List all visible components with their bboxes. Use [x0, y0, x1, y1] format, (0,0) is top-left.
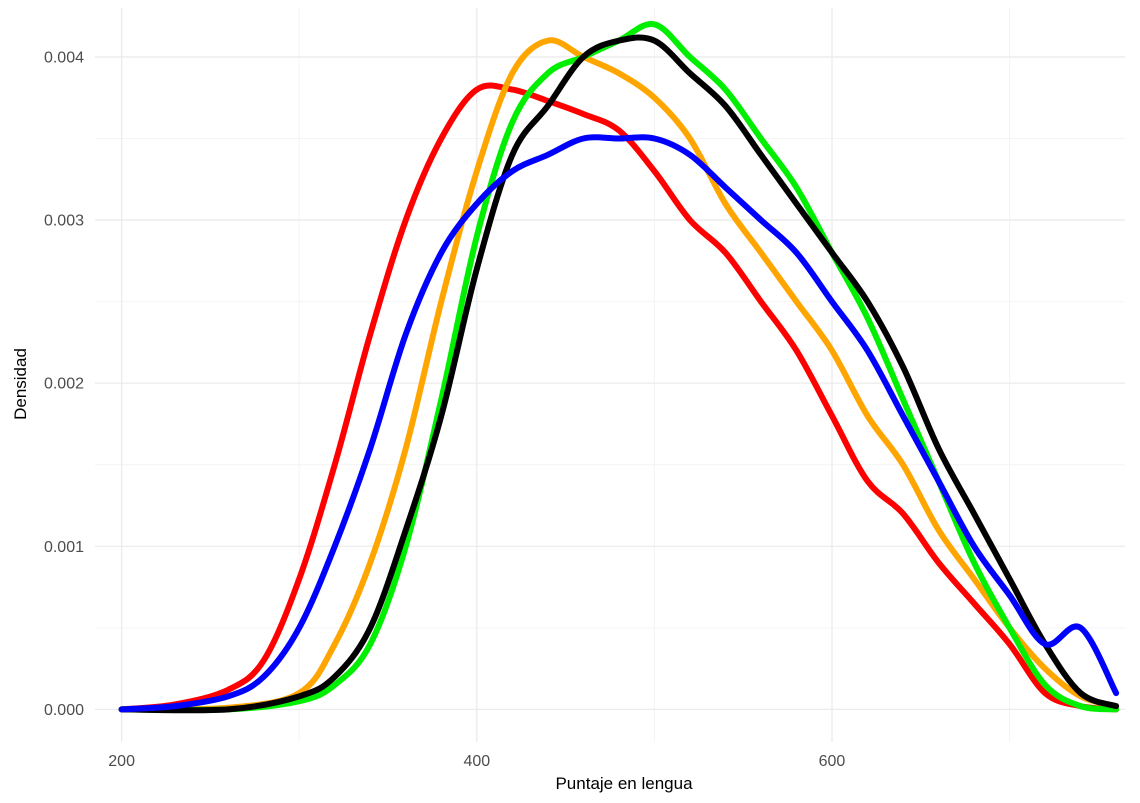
y-axis-tick-labels: 0.000 0.001 0.002 0.003 0.004: [44, 49, 84, 718]
x-axis-tick-labels: 200 400 600: [108, 753, 845, 770]
density-line-series-1: [118, 82, 1120, 713]
x-tick-label: 200: [108, 753, 135, 770]
y-tick-label: 0.000: [44, 702, 84, 719]
y-axis-title: Densidad: [11, 348, 30, 420]
minor-gridlines: [95, 8, 1125, 742]
density-series: [118, 21, 1120, 714]
density-line-series-2: [118, 37, 1120, 713]
x-axis-title: Puntaje en lengua: [555, 774, 693, 793]
density-line-series-3: [118, 21, 1120, 713]
density-line-series-4: [118, 34, 1120, 714]
major-gridlines: [95, 8, 1125, 742]
y-tick-label: 0.001: [44, 539, 84, 556]
y-tick-label: 0.004: [44, 49, 84, 66]
y-tick-label: 0.002: [44, 376, 84, 393]
density-line-series-5: [118, 134, 1120, 713]
x-tick-label: 400: [463, 753, 490, 770]
y-tick-label: 0.003: [44, 213, 84, 230]
x-tick-label: 600: [819, 753, 846, 770]
